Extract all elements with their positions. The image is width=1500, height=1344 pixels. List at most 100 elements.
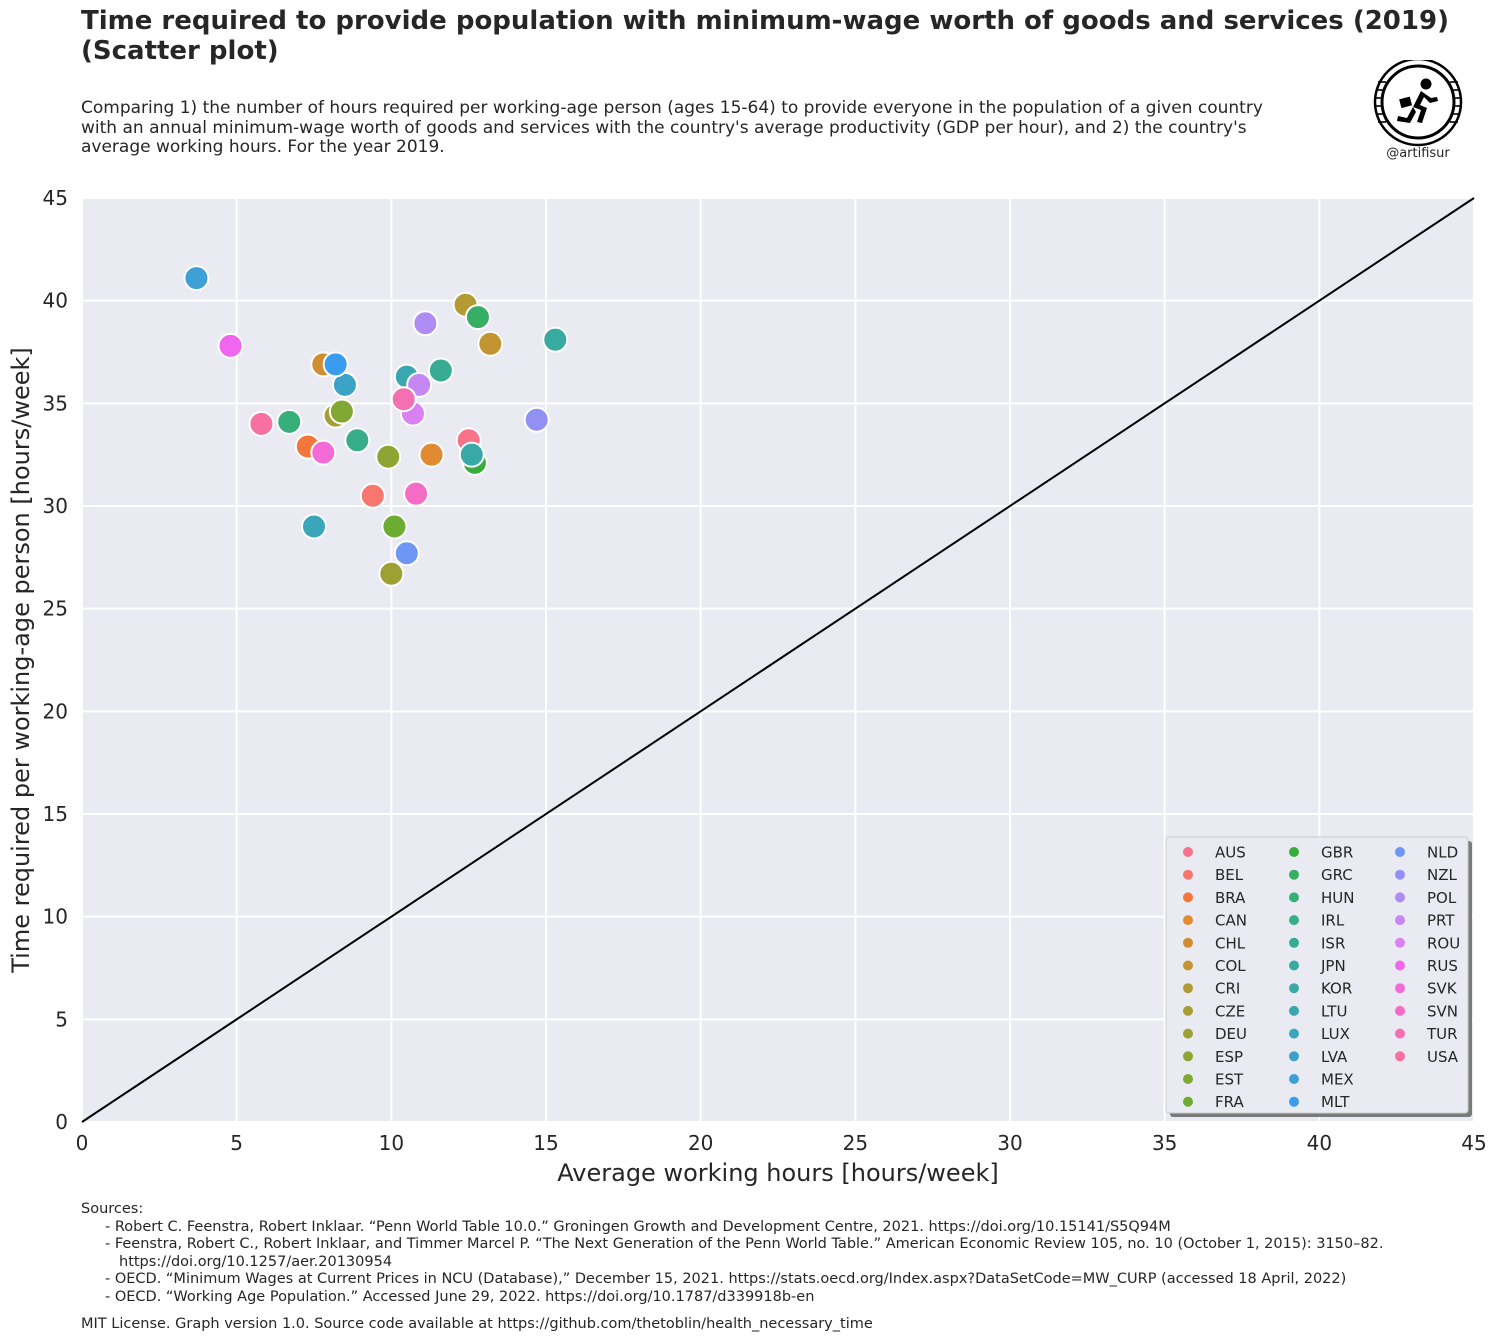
x-tick-label: 30 <box>997 1131 1022 1155</box>
legend-label-pol: POL <box>1427 889 1457 907</box>
point-hun <box>276 408 303 435</box>
x-tick-label: 45 <box>1461 1131 1486 1155</box>
y-tick-label: 35 <box>43 391 68 415</box>
legend-label-bel: BEL <box>1215 866 1244 884</box>
point-esp <box>375 443 402 470</box>
legend-marker-can <box>1183 915 1193 926</box>
y-tick-label: 0 <box>55 1110 68 1134</box>
legend-label-grc: GRC <box>1321 866 1353 884</box>
y-tick-label: 40 <box>43 289 68 313</box>
y-tick-label: 15 <box>43 802 68 826</box>
legend-marker-chl <box>1183 937 1193 948</box>
legend-marker-ltu <box>1289 1005 1299 1016</box>
y-tick-label: 25 <box>43 597 68 621</box>
legend-marker-pol <box>1395 892 1405 903</box>
x-tick-label: 35 <box>1152 1131 1177 1155</box>
x-axis-label: Average working hours [hours/week] <box>557 1159 998 1187</box>
subtitle-line-3: average working hours. For the year 2019… <box>81 137 445 157</box>
legend-label-nzl: NZL <box>1427 866 1457 884</box>
data-points <box>183 265 569 587</box>
point-pol <box>412 310 439 337</box>
legend-marker-rou <box>1395 937 1405 948</box>
point-nzl <box>523 406 550 433</box>
legend-label-kor: KOR <box>1321 980 1352 998</box>
legend-label-jpn: JPN <box>1320 957 1346 975</box>
legend-marker-gbr <box>1289 847 1299 857</box>
legend-marker-col <box>1183 960 1193 971</box>
point-fra <box>381 513 408 540</box>
legend-marker-bra <box>1183 892 1193 903</box>
legend-label-svn: SVN <box>1427 1002 1458 1020</box>
point-grc <box>464 304 491 331</box>
point-svk <box>310 439 337 466</box>
legend-label-prt: PRT <box>1427 912 1455 930</box>
legend-marker-grc <box>1289 869 1299 880</box>
legend-marker-cri <box>1183 983 1193 994</box>
legend: AUS BEL BRA CAN CHL COL CRI CZE DEU ESP EST FRA GBR G… <box>1165 836 1472 1117</box>
point-mlt <box>322 351 349 378</box>
point-isr <box>427 357 454 384</box>
legend-marker-jpn <box>1289 960 1299 971</box>
legend-box <box>1165 836 1469 1114</box>
x-tick-label: 20 <box>688 1131 713 1155</box>
point-bel <box>359 482 386 509</box>
x-tick-label: 40 <box>1307 1131 1332 1155</box>
point-lux <box>301 513 327 540</box>
legend-label-chl: CHL <box>1215 934 1246 952</box>
legend-marker-hun <box>1289 892 1299 903</box>
legend-label-aus: AUS <box>1215 844 1246 862</box>
point-can <box>418 441 445 468</box>
grid-lines <box>81 197 1475 1123</box>
legend-items: AUS BEL BRA CAN CHL COL CRI CZE DEU ESP EST FRA GBR G… <box>1183 844 1460 1111</box>
legend-marker-irl <box>1289 915 1299 926</box>
legend-label-svk: SVK <box>1427 980 1458 998</box>
legend-marker-cze <box>1183 1005 1193 1016</box>
legend-marker-tur <box>1395 1028 1405 1039</box>
legend-marker-esp <box>1183 1051 1193 1062</box>
legend-marker-svn <box>1395 1005 1405 1016</box>
subtitle-line-2: with an annual minimum-wage worth of goo… <box>81 117 1247 138</box>
point-usa <box>248 410 275 437</box>
legend-marker-fra <box>1183 1096 1193 1107</box>
y-tick-label: 10 <box>43 905 68 929</box>
y-tick-label: 45 <box>43 186 68 210</box>
legend-marker-nzl <box>1395 869 1405 880</box>
legend-marker-mex <box>1289 1074 1299 1084</box>
legend-marker-lva <box>1289 1051 1299 1062</box>
logo-handle: @artifisur <box>1386 146 1450 161</box>
source-item: - OECD. “Minimum Wages at Current Prices… <box>105 1271 1347 1287</box>
point-nld <box>393 540 420 567</box>
legend-label-can: CAN <box>1215 912 1247 930</box>
legend-label-lux: LUX <box>1321 1025 1350 1043</box>
legend-marker-lux <box>1289 1028 1299 1039</box>
legend-label-mlt: MLT <box>1321 1093 1350 1111</box>
source-item: - Feenstra, Robert C., Robert Inklaar, a… <box>105 1236 1384 1252</box>
source-item: - Robert C. Feenstra, Robert Inklaar. “P… <box>105 1218 1171 1235</box>
legend-marker-nld <box>1395 847 1405 857</box>
legend-label-lva: LVA <box>1321 1048 1348 1066</box>
legend-label-tur: TUR <box>1426 1025 1458 1043</box>
y-axis-label: Time required per working-age person [ho… <box>7 347 35 973</box>
legend-label-gbr: GBR <box>1321 844 1353 862</box>
source-item-continuation: https://doi.org/10.1257/aer.20130954 <box>119 1253 393 1270</box>
legend-label-esp: ESP <box>1215 1048 1243 1066</box>
legend-label-isr: ISR <box>1321 934 1345 952</box>
point-est <box>328 398 355 425</box>
legend-label-cze: CZE <box>1215 1002 1245 1020</box>
point-rus <box>217 332 244 359</box>
x-tick-label: 5 <box>230 1131 243 1155</box>
x-tick-labels: 0 5 10 15 20 25 30 35 40 45 <box>76 1131 1487 1155</box>
legend-label-usa: USA <box>1427 1048 1459 1066</box>
chart-title: Time required to provide population with… <box>81 6 1491 66</box>
legend-marker-deu <box>1183 1028 1193 1039</box>
legend-marker-aus <box>1183 847 1193 857</box>
legend-marker-isr <box>1289 937 1299 948</box>
reference-line <box>81 197 1475 1123</box>
legend-marker-mlt <box>1289 1096 1299 1107</box>
point-jpn <box>542 326 569 353</box>
legend-marker-rus <box>1395 960 1405 971</box>
legend-marker-usa <box>1395 1051 1405 1062</box>
y-tick-label: 20 <box>43 699 68 723</box>
legend-label-ltu: LTU <box>1321 1002 1347 1020</box>
point-col <box>477 330 504 357</box>
